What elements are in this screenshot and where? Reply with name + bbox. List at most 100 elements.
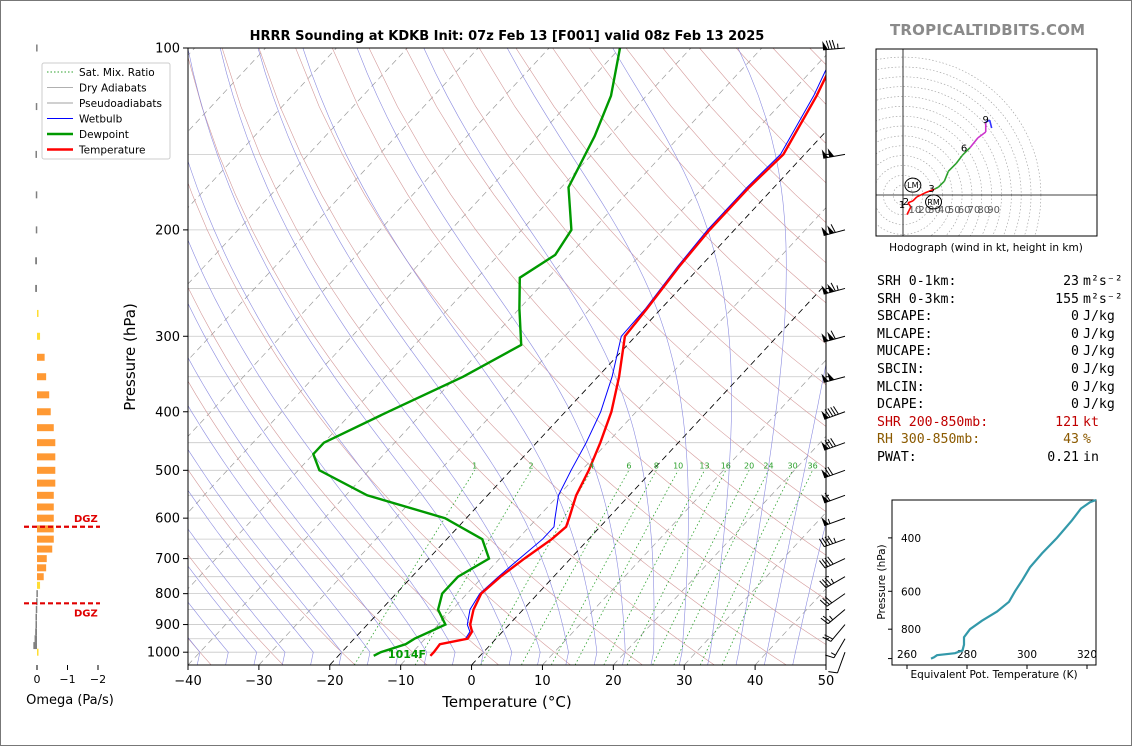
omega-bar: [37, 503, 54, 511]
hodograph-caption: Hodograph (wind in kt, height in km): [889, 242, 1083, 254]
omega-bar: [37, 309, 39, 317]
omega-bar: [37, 573, 44, 581]
parameter-value: 0.21: [1047, 449, 1079, 465]
hodograph-ring-label: 90: [987, 205, 1000, 216]
omega-bar: [35, 613, 37, 621]
parameter-value: 0: [1071, 344, 1079, 360]
omega-bar: [37, 545, 53, 553]
parameter-row: SBCAPE: 0 J/kg: [877, 308, 1123, 326]
hodograph-ring: [876, 115, 983, 236]
parameter-unit: J/kg: [1083, 361, 1115, 377]
theta-e-line: [930, 498, 1097, 660]
parameter-unit: in: [1083, 449, 1099, 465]
parameter-label: SBCIN:: [877, 361, 925, 377]
hodograph-segment: [916, 192, 926, 198]
theta-e-ylabel: Pressure (hPa): [876, 544, 888, 619]
parameter-label: PWAT:: [877, 449, 917, 465]
parameter-value: 0: [1071, 379, 1079, 395]
theta-e-frame: [891, 499, 1097, 666]
storm-motion-marker: [925, 194, 943, 210]
omega-bar: [37, 555, 47, 563]
hodograph-height-label: 6: [961, 144, 967, 155]
brand-watermark: TROPICALTIDBITS.COM: [890, 21, 1086, 39]
parameter-value: 155: [1055, 291, 1079, 307]
omega-bar: [37, 479, 56, 487]
omega-bar: [37, 353, 45, 361]
theta-e-x-tick-label: 280: [957, 649, 977, 661]
omega-bar: [37, 439, 56, 447]
omega-bar: [35, 284, 37, 292]
parameter-row: SRH 0-3km: 155 m²s⁻²: [877, 291, 1123, 309]
parameter-table: SRH 0-1km: 23 m²s⁻² SRH 0-3km: 155 m²s⁻² SBCAP…: [877, 273, 1123, 467]
hodograph-ring-label: 70: [968, 205, 981, 216]
parameter-unit: J/kg: [1083, 397, 1115, 413]
hodograph-segment: [907, 200, 914, 204]
omega-panel: DGZ DGZ 0 −1 −2 Omega (Pa/s): [24, 44, 114, 708]
parameter-unit: m²s⁻²: [1083, 291, 1123, 307]
parameter-row: SRH 0-1km: 23 m²s⁻²: [877, 273, 1123, 291]
parameter-label: MLCAPE:: [877, 326, 933, 342]
parameter-value: 23: [1063, 274, 1079, 289]
parameter-label: RH 300-850mb:: [877, 432, 981, 448]
hodograph-height-label: 1: [899, 200, 905, 211]
parameter-unit: J/kg: [1083, 309, 1115, 325]
hodograph-segment: [969, 137, 979, 149]
omega-bar: [37, 491, 54, 499]
omega-bar: [37, 391, 50, 399]
hodograph-segment: [908, 206, 912, 212]
parameter-label: DCAPE:: [877, 397, 925, 413]
theta-e-xlabel: Equivalent Pot. Temperature (K): [910, 669, 1077, 681]
omega-bar: [37, 525, 54, 533]
parameter-unit: kt: [1083, 414, 1099, 430]
parameter-row: MUCAPE: 0 J/kg: [877, 343, 1123, 361]
omega-bar: [36, 598, 38, 606]
parameter-label: MLCIN:: [877, 379, 925, 395]
hodograph-height-label: 2: [903, 197, 909, 208]
hodograph-segment: [906, 210, 910, 216]
hodograph-ring: [876, 86, 1012, 236]
parameter-unit: J/kg: [1083, 379, 1115, 395]
parameter-row: DCAPE: 0 J/kg: [877, 396, 1123, 414]
omega-bar: [37, 408, 51, 416]
omega-bar: [37, 453, 56, 461]
hodograph-segment: [943, 171, 950, 182]
theta-e-panel: 260 280 300 320 400 600 800 Equivalent Pot. Te…: [876, 498, 1097, 681]
parameter-value: 0: [1071, 326, 1079, 342]
omega-bar: [35, 257, 37, 265]
hodograph-ring-label: 20: [918, 205, 931, 216]
parameter-unit: J/kg: [1083, 326, 1115, 342]
hodograph-segment: [947, 162, 957, 172]
hodograph-segment: [988, 119, 993, 129]
hodograph-segment: [924, 188, 935, 194]
hodograph-ring: [876, 76, 1022, 236]
hodograph-segment: [912, 196, 918, 202]
parameter-value: 121: [1055, 414, 1079, 430]
theta-e-y-tick-label: 800: [901, 624, 921, 636]
omega-bar: [35, 606, 38, 614]
omega-bar: [35, 150, 37, 158]
omega-bar: [35, 191, 38, 199]
omega-bar: [35, 226, 38, 234]
omega-tick-label: −1: [59, 673, 75, 686]
omega-bar: [37, 564, 47, 572]
parameter-row: RH 300-850mb: 43%: [877, 431, 1123, 449]
theta-e-y-tick-label: 400: [901, 533, 921, 545]
theta-e-x-tick-label: 300: [1017, 649, 1037, 661]
hodograph-segment: [934, 186, 939, 190]
parameter-label: SBCAPE:: [877, 309, 933, 325]
parameter-unit: J/kg: [1083, 344, 1115, 360]
omega-bar: [36, 590, 38, 598]
parameter-row: SHR 200-850mb: 121 kt: [877, 414, 1123, 432]
storm-motion-marker: [904, 177, 922, 193]
omega-bar: [37, 648, 39, 656]
omega-bar: [37, 373, 47, 381]
hodograph-ring-label: 60: [958, 205, 971, 216]
dgz-label: DGZ: [74, 514, 98, 525]
theta-e-x-tick-label: 260: [897, 649, 917, 661]
omega-bar: [37, 332, 41, 340]
parameter-row: MLCAPE: 0 J/kg: [877, 326, 1123, 344]
parameter-unit: m²s⁻²: [1083, 274, 1123, 289]
hodograph-ring-label: 10: [908, 205, 921, 216]
parameter-label: MUCAPE:: [877, 344, 933, 360]
